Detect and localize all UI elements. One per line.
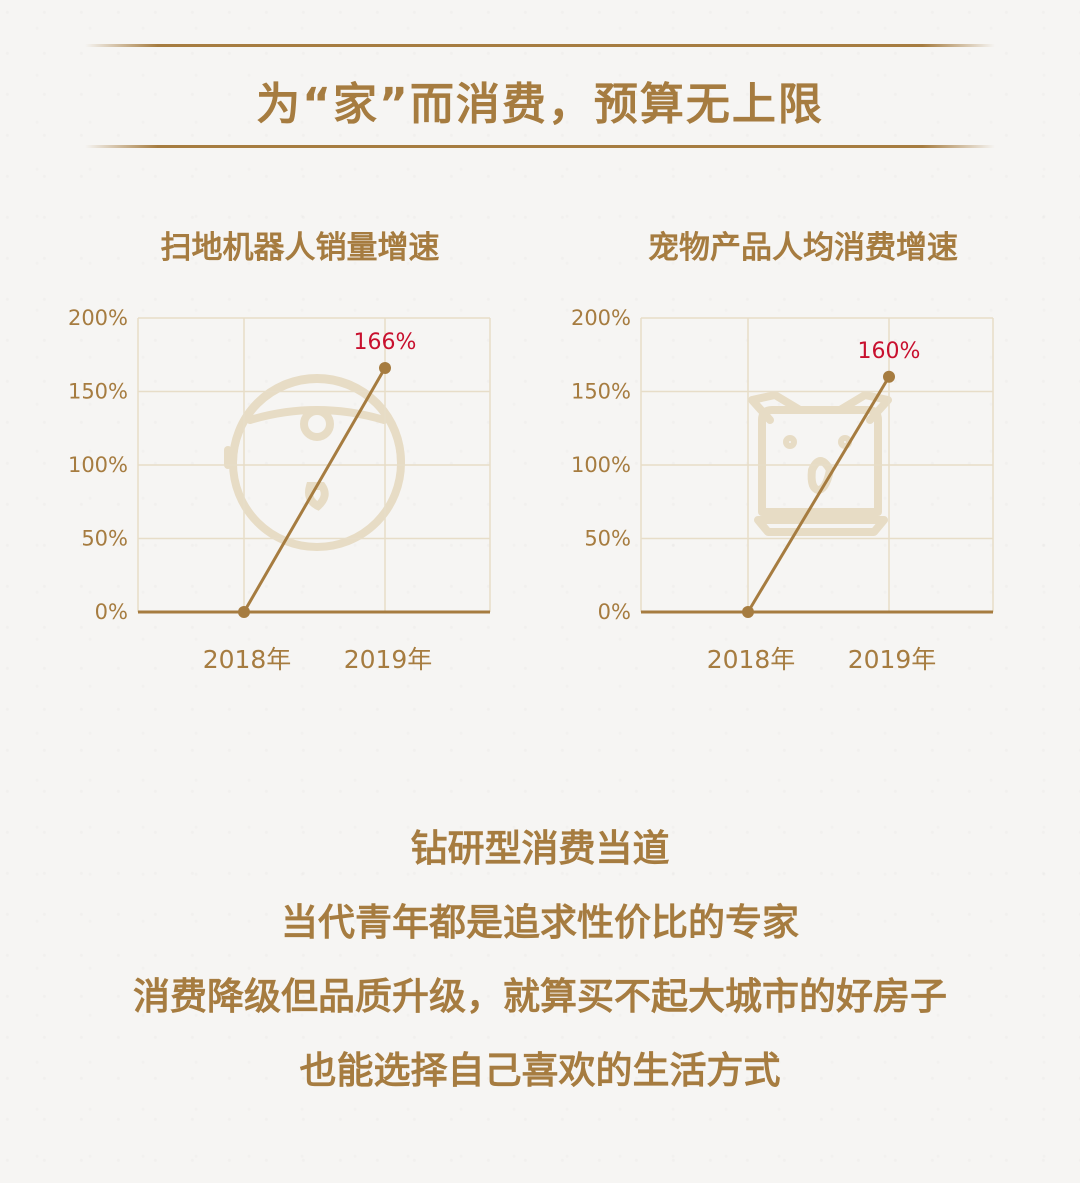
y-tick-label: 50% <box>81 527 128 551</box>
title-divider <box>85 145 995 148</box>
data-point <box>238 606 250 618</box>
y-tick-label: 100% <box>68 453 128 477</box>
series-line <box>242 367 387 613</box>
data-label: 160% <box>858 339 921 364</box>
y-tick-label: 200% <box>68 306 128 330</box>
y-tick-label: 0% <box>95 600 128 624</box>
body-text: 钻研型消费当道 当代青年都是追求性价比的专家 消费降级但品质升级，就算买不起大城… <box>0 812 1080 1108</box>
y-tick-label: 50% <box>584 527 631 551</box>
data-point <box>742 606 754 618</box>
body-line-4: 也能选择自己喜欢的生活方式 <box>299 1049 781 1092</box>
top-divider <box>85 44 995 47</box>
data-point <box>883 370 895 383</box>
data-point <box>379 361 391 374</box>
x-tick-label: 2019年 <box>848 645 937 674</box>
page-title: 为“家”而消费，预算无上限 <box>256 79 824 130</box>
chart-1-title: 扫地机器人销量增速 <box>160 230 440 266</box>
body-line-1: 钻研型消费当道 <box>410 827 670 870</box>
data-label: 166% <box>354 330 417 355</box>
y-tick-label: 150% <box>571 380 631 404</box>
body-line-3: 消费降级但品质升级，就算买不起大城市的好房子 <box>133 975 947 1018</box>
x-tick-label: 2018年 <box>203 645 292 674</box>
y-tick-label: 150% <box>68 380 128 404</box>
pet-dog-icon <box>748 391 892 536</box>
robot-vacuum-icon <box>224 374 405 551</box>
x-tick-label: 2019年 <box>344 645 433 674</box>
body-line-2: 当代青年都是追求性价比的专家 <box>281 901 799 944</box>
chart-pet-products: 0% 50% 100% 150% 200% 2018年 2019年 160% <box>571 306 994 674</box>
y-tick-label: 0% <box>598 600 631 624</box>
chart-robot-vacuum: 0% 50% 100% 150% 200% 2018年 2019年 166% <box>68 306 491 674</box>
y-tick-label: 200% <box>571 306 631 330</box>
y-tick-label: 100% <box>571 453 631 477</box>
chart-2-title: 宠物产品人均消费增速 <box>648 230 958 266</box>
charts-canvas: 0% 50% 100% 150% 200% 2018年 2019年 166% 0% 50% 10… <box>68 306 994 674</box>
series-line <box>746 376 891 613</box>
x-tick-label: 2018年 <box>707 645 796 674</box>
